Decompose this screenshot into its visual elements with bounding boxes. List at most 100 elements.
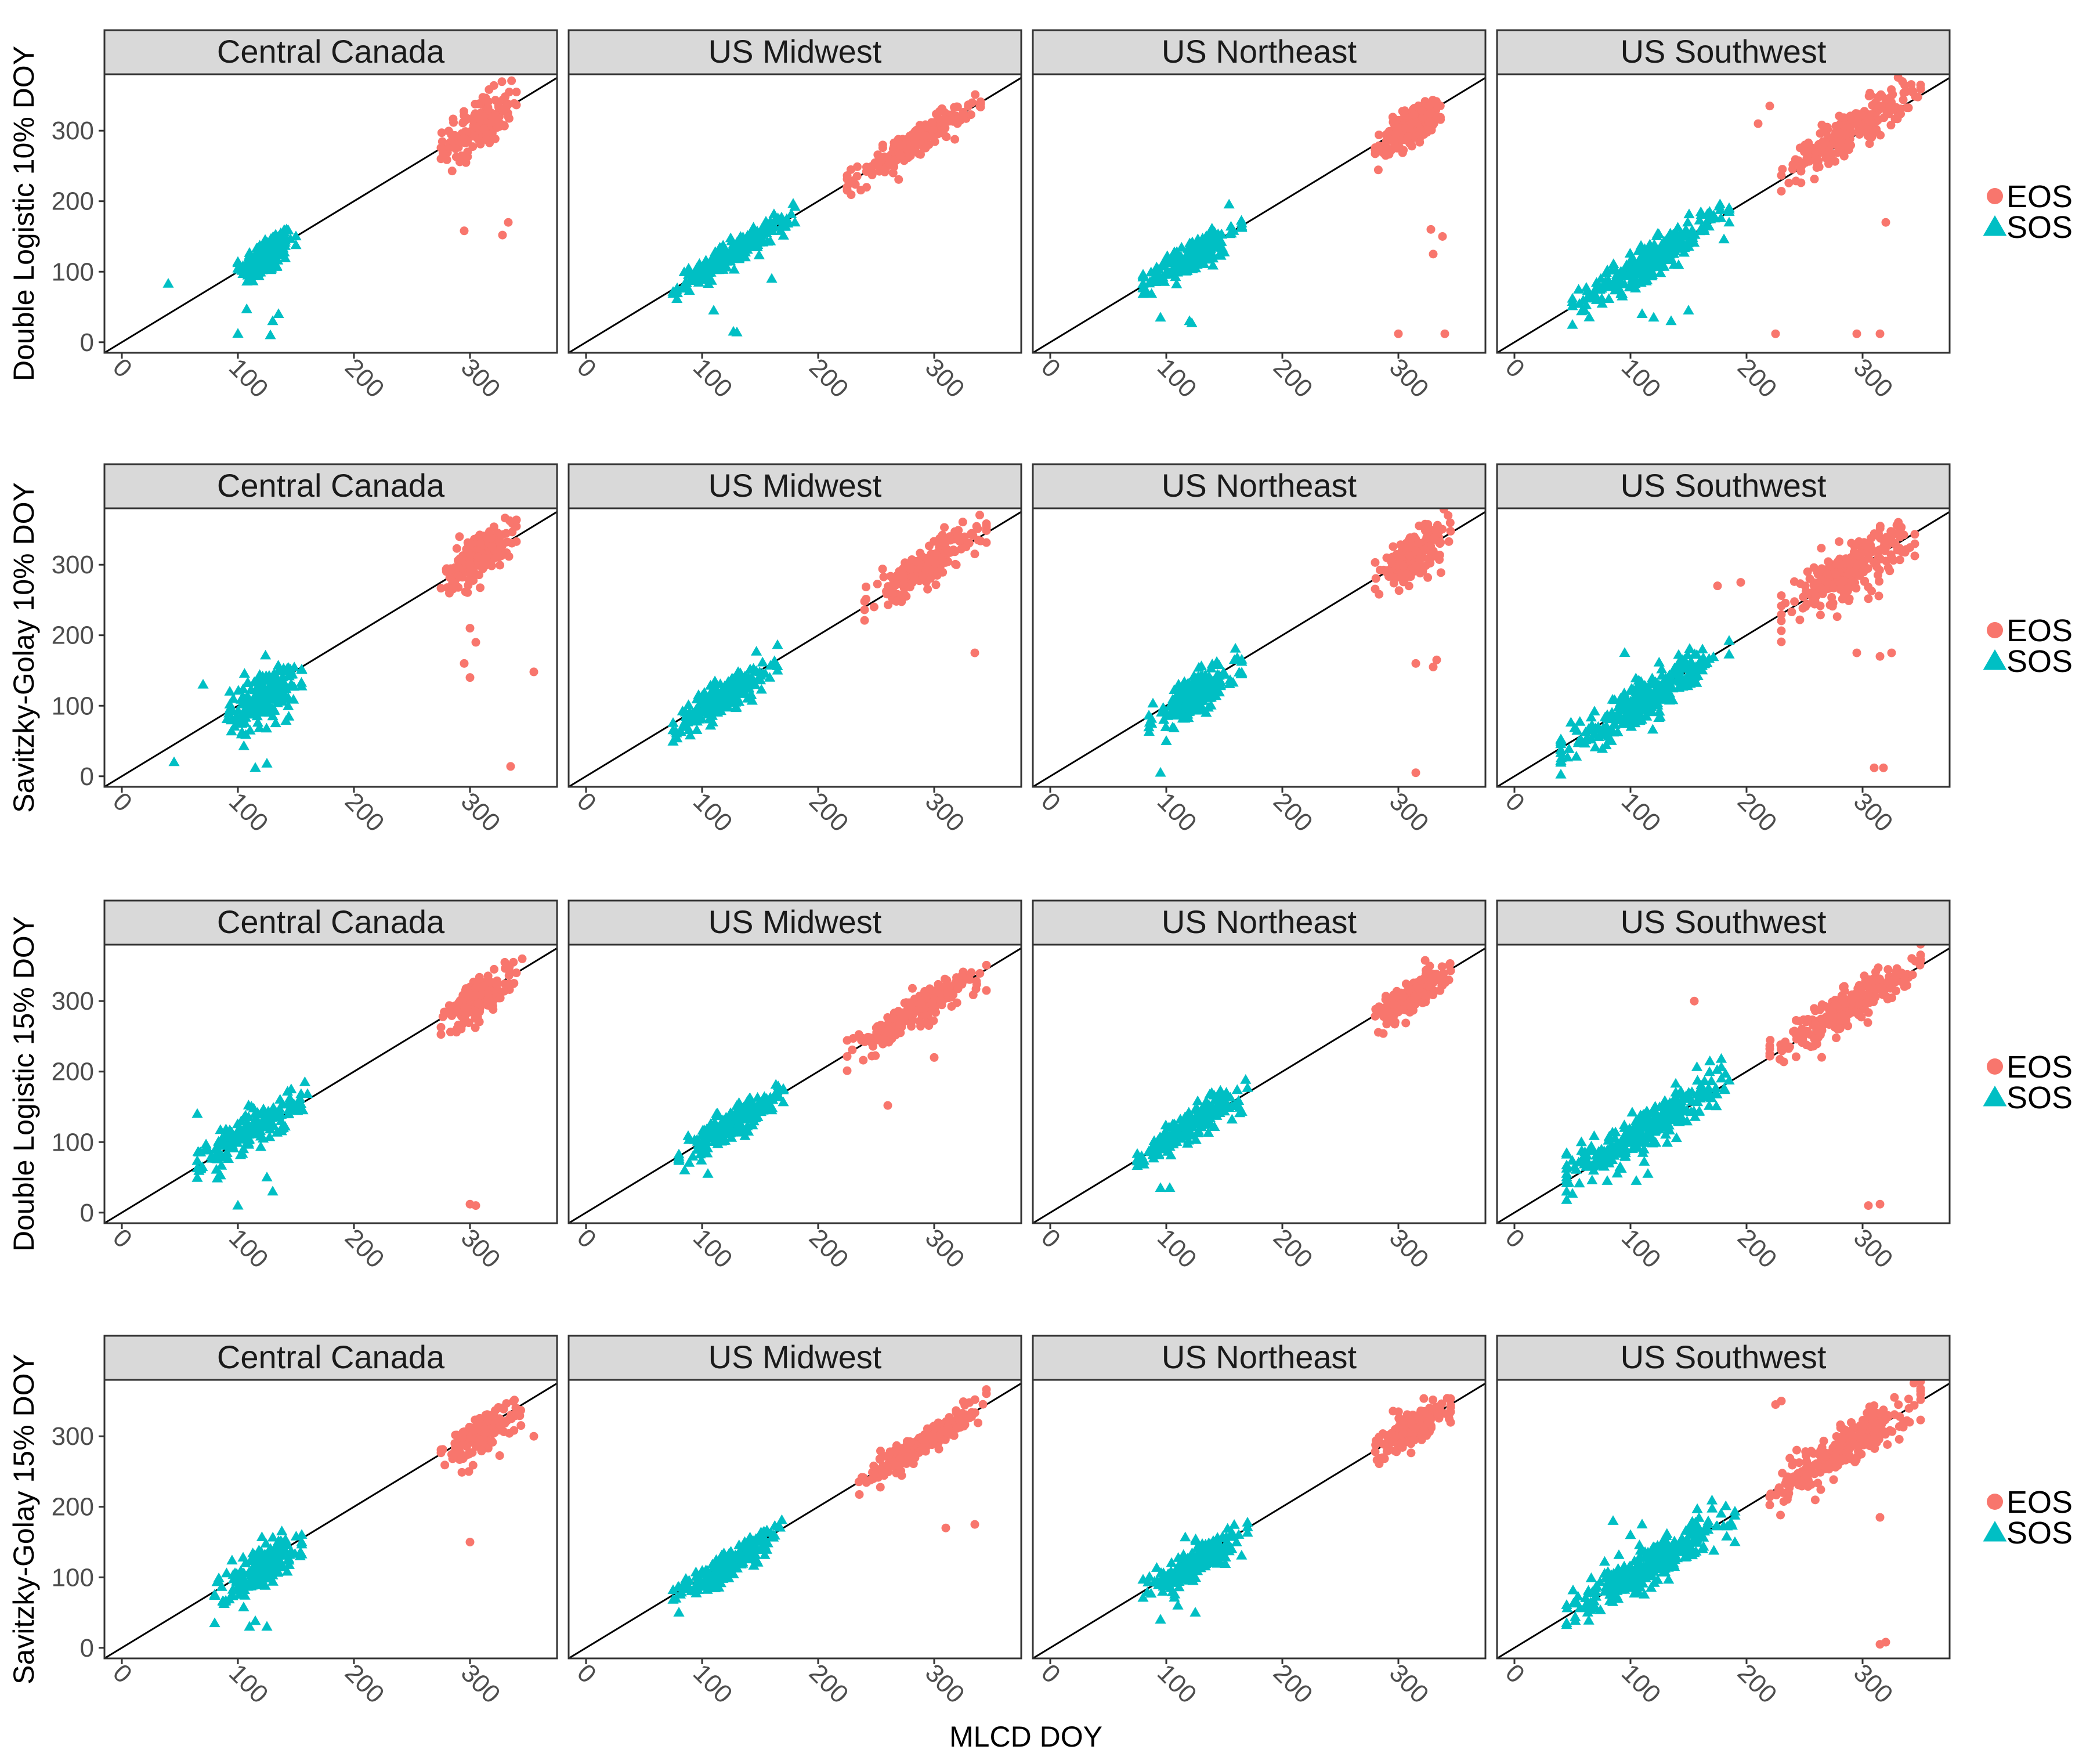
eos-point <box>1828 598 1838 608</box>
eos-point <box>1831 570 1841 579</box>
eos-point <box>1839 151 1849 161</box>
legend-sos-label: SOS <box>2006 210 2073 245</box>
sos-point <box>1228 225 1239 235</box>
eos-point <box>1382 1017 1391 1026</box>
x-tick-label: 0 <box>107 353 138 383</box>
eos-point <box>464 548 473 558</box>
x-tick-label: 0 <box>1036 353 1066 383</box>
data-layer <box>1497 945 1950 1223</box>
sos-outlier <box>1155 1182 1166 1192</box>
sos-point <box>1180 685 1192 696</box>
sos-point <box>1656 663 1668 674</box>
sos-point <box>751 646 762 656</box>
sos-point <box>691 703 703 713</box>
eos-point <box>1894 518 1903 527</box>
eos-point <box>873 579 882 588</box>
sos-point <box>1647 724 1658 734</box>
sos-point <box>1653 261 1665 271</box>
x-tick-label: 100 <box>688 1223 738 1274</box>
sos-outlier <box>261 1172 273 1181</box>
sos-point <box>711 707 723 717</box>
eos-point <box>967 968 976 977</box>
eos-point <box>931 559 940 568</box>
eos-point <box>878 140 887 150</box>
eos-point <box>958 518 967 527</box>
sos-point <box>1160 721 1172 731</box>
facet-strip <box>1032 899 1487 946</box>
sos-point <box>1156 707 1167 717</box>
eos-point <box>982 523 991 532</box>
sos-point <box>1682 216 1694 227</box>
eos-point <box>507 76 516 85</box>
eos-point <box>1418 998 1427 1007</box>
sos-point <box>708 700 720 711</box>
eos-point <box>1907 80 1916 89</box>
eos-point <box>1812 148 1821 157</box>
sos-point <box>1184 701 1195 711</box>
x-tick-label: 100 <box>1152 353 1202 403</box>
panel-border <box>1032 944 1487 1224</box>
eos-point <box>1401 1018 1411 1028</box>
eos-point <box>1831 157 1840 166</box>
legend-eos-key <box>1987 622 2003 638</box>
eos-outlier <box>1736 578 1745 587</box>
sos-point <box>1654 711 1666 721</box>
sos-point <box>238 668 250 678</box>
eos-outlier <box>500 957 509 967</box>
panel-border <box>1496 73 1951 354</box>
sos-point <box>284 1093 295 1102</box>
eos-outlier <box>1426 225 1436 234</box>
sos-point <box>1603 293 1615 303</box>
sos-point <box>1236 221 1248 232</box>
eos-point <box>1435 555 1444 564</box>
eos-point <box>1853 116 1862 125</box>
sos-point <box>250 269 262 279</box>
eos-point <box>928 998 937 1007</box>
eos-point <box>1896 109 1906 118</box>
x-tick-label: 300 <box>1848 787 1899 837</box>
eos-outlier <box>930 1053 939 1062</box>
eos-point <box>1847 538 1856 548</box>
eos-point <box>455 532 464 541</box>
eos-point <box>1910 530 1919 539</box>
sos-point <box>1633 690 1645 700</box>
eos-point <box>1391 129 1400 138</box>
eos-point <box>1379 1029 1388 1038</box>
sos-point <box>1680 678 1693 688</box>
sos-point <box>1165 1150 1177 1159</box>
eos-point <box>1791 176 1800 186</box>
sos-outlier <box>191 1108 203 1118</box>
sos-point <box>299 1076 310 1086</box>
x-tick-label: 300 <box>455 353 506 403</box>
y-tick-label: 200 <box>52 187 94 216</box>
sos-point <box>266 673 277 683</box>
sos-point <box>275 1109 287 1119</box>
facet-strip-label: US Southwest <box>1621 467 1827 504</box>
eos-point <box>1886 121 1896 130</box>
sos-point <box>1167 721 1178 732</box>
eos-outlier <box>1765 102 1774 111</box>
sos-point <box>755 670 767 680</box>
x-tick-label: 200 <box>339 353 390 403</box>
eos-point <box>1429 991 1438 1000</box>
sos-outlier <box>168 756 180 767</box>
sos-point <box>671 287 683 298</box>
sos-point <box>1214 1107 1225 1117</box>
sos-point <box>1718 233 1730 244</box>
sos-point <box>260 697 272 707</box>
sos-point <box>1723 204 1735 214</box>
eos-point <box>1787 608 1796 617</box>
eos-outlier <box>1713 581 1722 591</box>
sos-point <box>1662 233 1675 243</box>
data-layer <box>1033 77 1485 353</box>
sos-point <box>270 717 281 728</box>
sos-point <box>1585 711 1597 722</box>
sos-point <box>212 1146 223 1156</box>
eos-point <box>1852 584 1861 593</box>
sos-point <box>1574 298 1585 308</box>
eos-point <box>1839 576 1848 585</box>
eos-point <box>1817 142 1827 151</box>
eos-point <box>1417 126 1426 136</box>
eos-outlier <box>1440 329 1449 338</box>
eos-point <box>1872 127 1882 136</box>
